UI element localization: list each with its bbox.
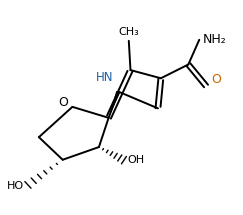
Text: NH₂: NH₂ — [203, 33, 227, 46]
Text: HN: HN — [96, 72, 114, 84]
Text: O: O — [58, 96, 68, 109]
Text: O: O — [211, 74, 221, 86]
Text: OH: OH — [128, 155, 145, 165]
Text: HO: HO — [7, 181, 24, 191]
Polygon shape — [109, 91, 121, 118]
Text: CH₃: CH₃ — [118, 26, 139, 37]
